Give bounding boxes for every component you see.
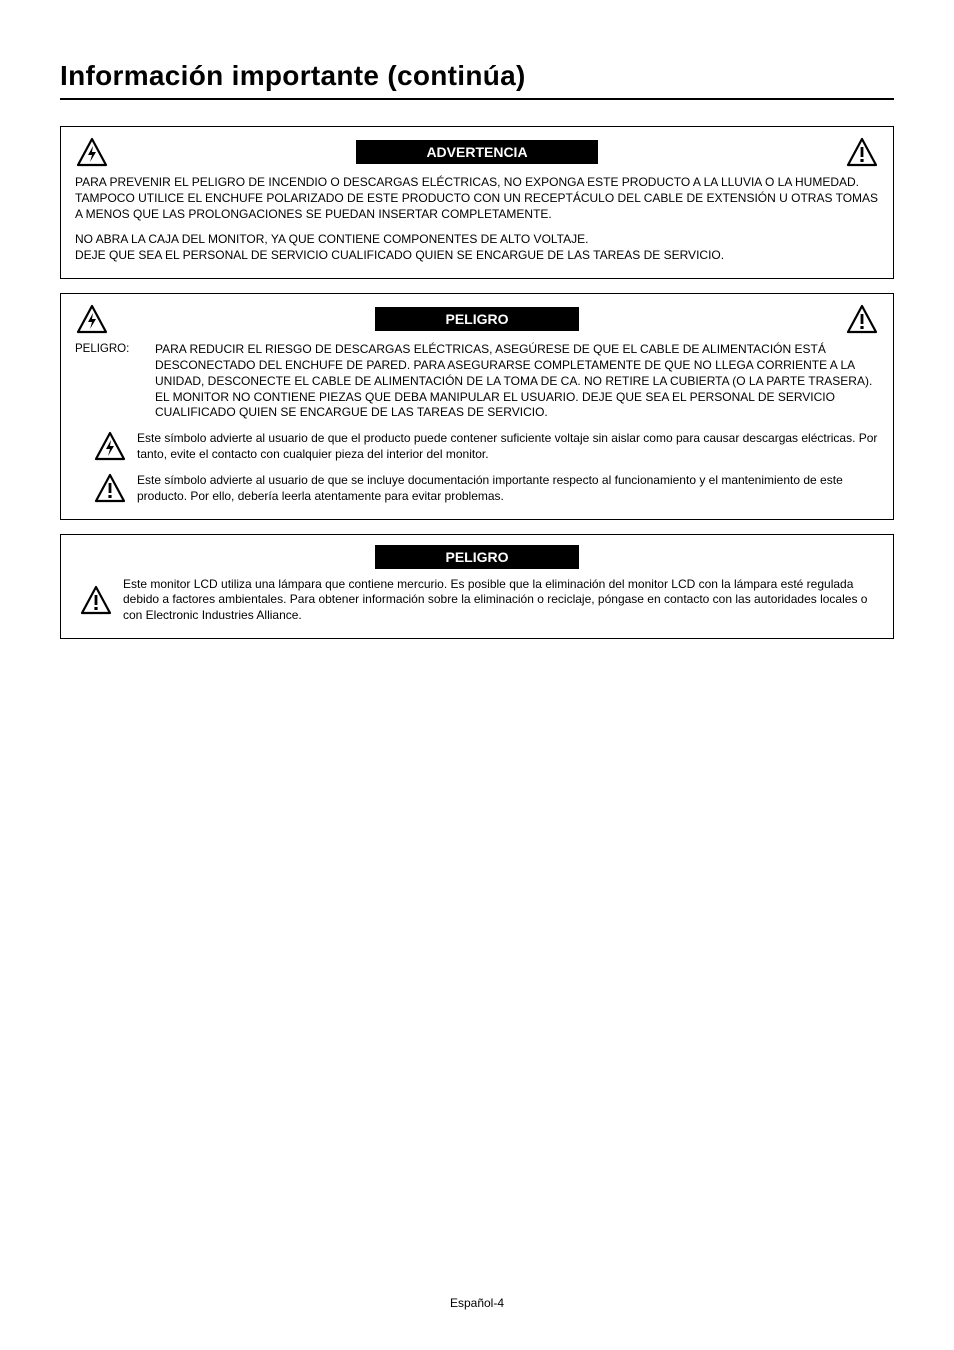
advertencia-box: ADVERTENCIA PARA PREVENIR EL PELIGRO DE … [60,126,894,279]
advertencia-header-row: ADVERTENCIA [75,137,879,167]
exclaim-icon [845,137,879,167]
peligro-symbol-row-1: Este símbolo advierte al usuario de que … [75,431,879,463]
peligro-label: PELIGRO: [75,342,145,357]
bolt-icon [93,431,127,461]
bolt-icon [75,304,109,334]
advertencia-paragraph-2: NO ABRA LA CAJA DEL MONITOR, YA QUE CONT… [75,232,879,264]
page-title: Información importante (continúa) [60,60,894,92]
peligro-box: PELIGRO PELIGRO: PARA REDUCIR EL RIESGO … [60,293,894,519]
peligro-main-text: PARA REDUCIR EL RIESGO DE DESCARGAS ELÉC… [155,342,879,421]
peligro-mercury-header-row: PELIGRO [75,545,879,569]
advertencia-paragraph-1: PARA PREVENIR EL PELIGRO DE INCENDIO O D… [75,175,879,222]
peligro-header-row: PELIGRO [75,304,879,334]
peligro-header-label: PELIGRO [375,307,578,331]
peligro-mercury-text: Este monitor LCD utiliza una lámpara que… [123,577,879,624]
peligro-symbol-text-1: Este símbolo advierte al usuario de que … [137,431,879,463]
peligro-mercury-box: PELIGRO Este monitor LCD utiliza una lám… [60,534,894,639]
peligro-symbol-text-2: Este símbolo advierte al usuario de que … [137,473,879,505]
page-footer: Español-4 [0,1296,954,1310]
page: Información importante (continúa) ADVERT… [0,0,954,1350]
peligro-symbol-row-2: Este símbolo advierte al usuario de que … [75,473,879,505]
peligro-mercury-header-label: PELIGRO [375,545,578,569]
peligro-main-row: PELIGRO: PARA REDUCIR EL RIESGO DE DESCA… [75,342,879,421]
title-rule [60,98,894,100]
peligro-mercury-row: Este monitor LCD utiliza una lámpara que… [75,577,879,624]
exclaim-icon [93,473,127,503]
exclaim-icon [845,304,879,334]
exclaim-icon [79,585,113,615]
advertencia-header-label: ADVERTENCIA [356,140,597,164]
bolt-icon [75,137,109,167]
